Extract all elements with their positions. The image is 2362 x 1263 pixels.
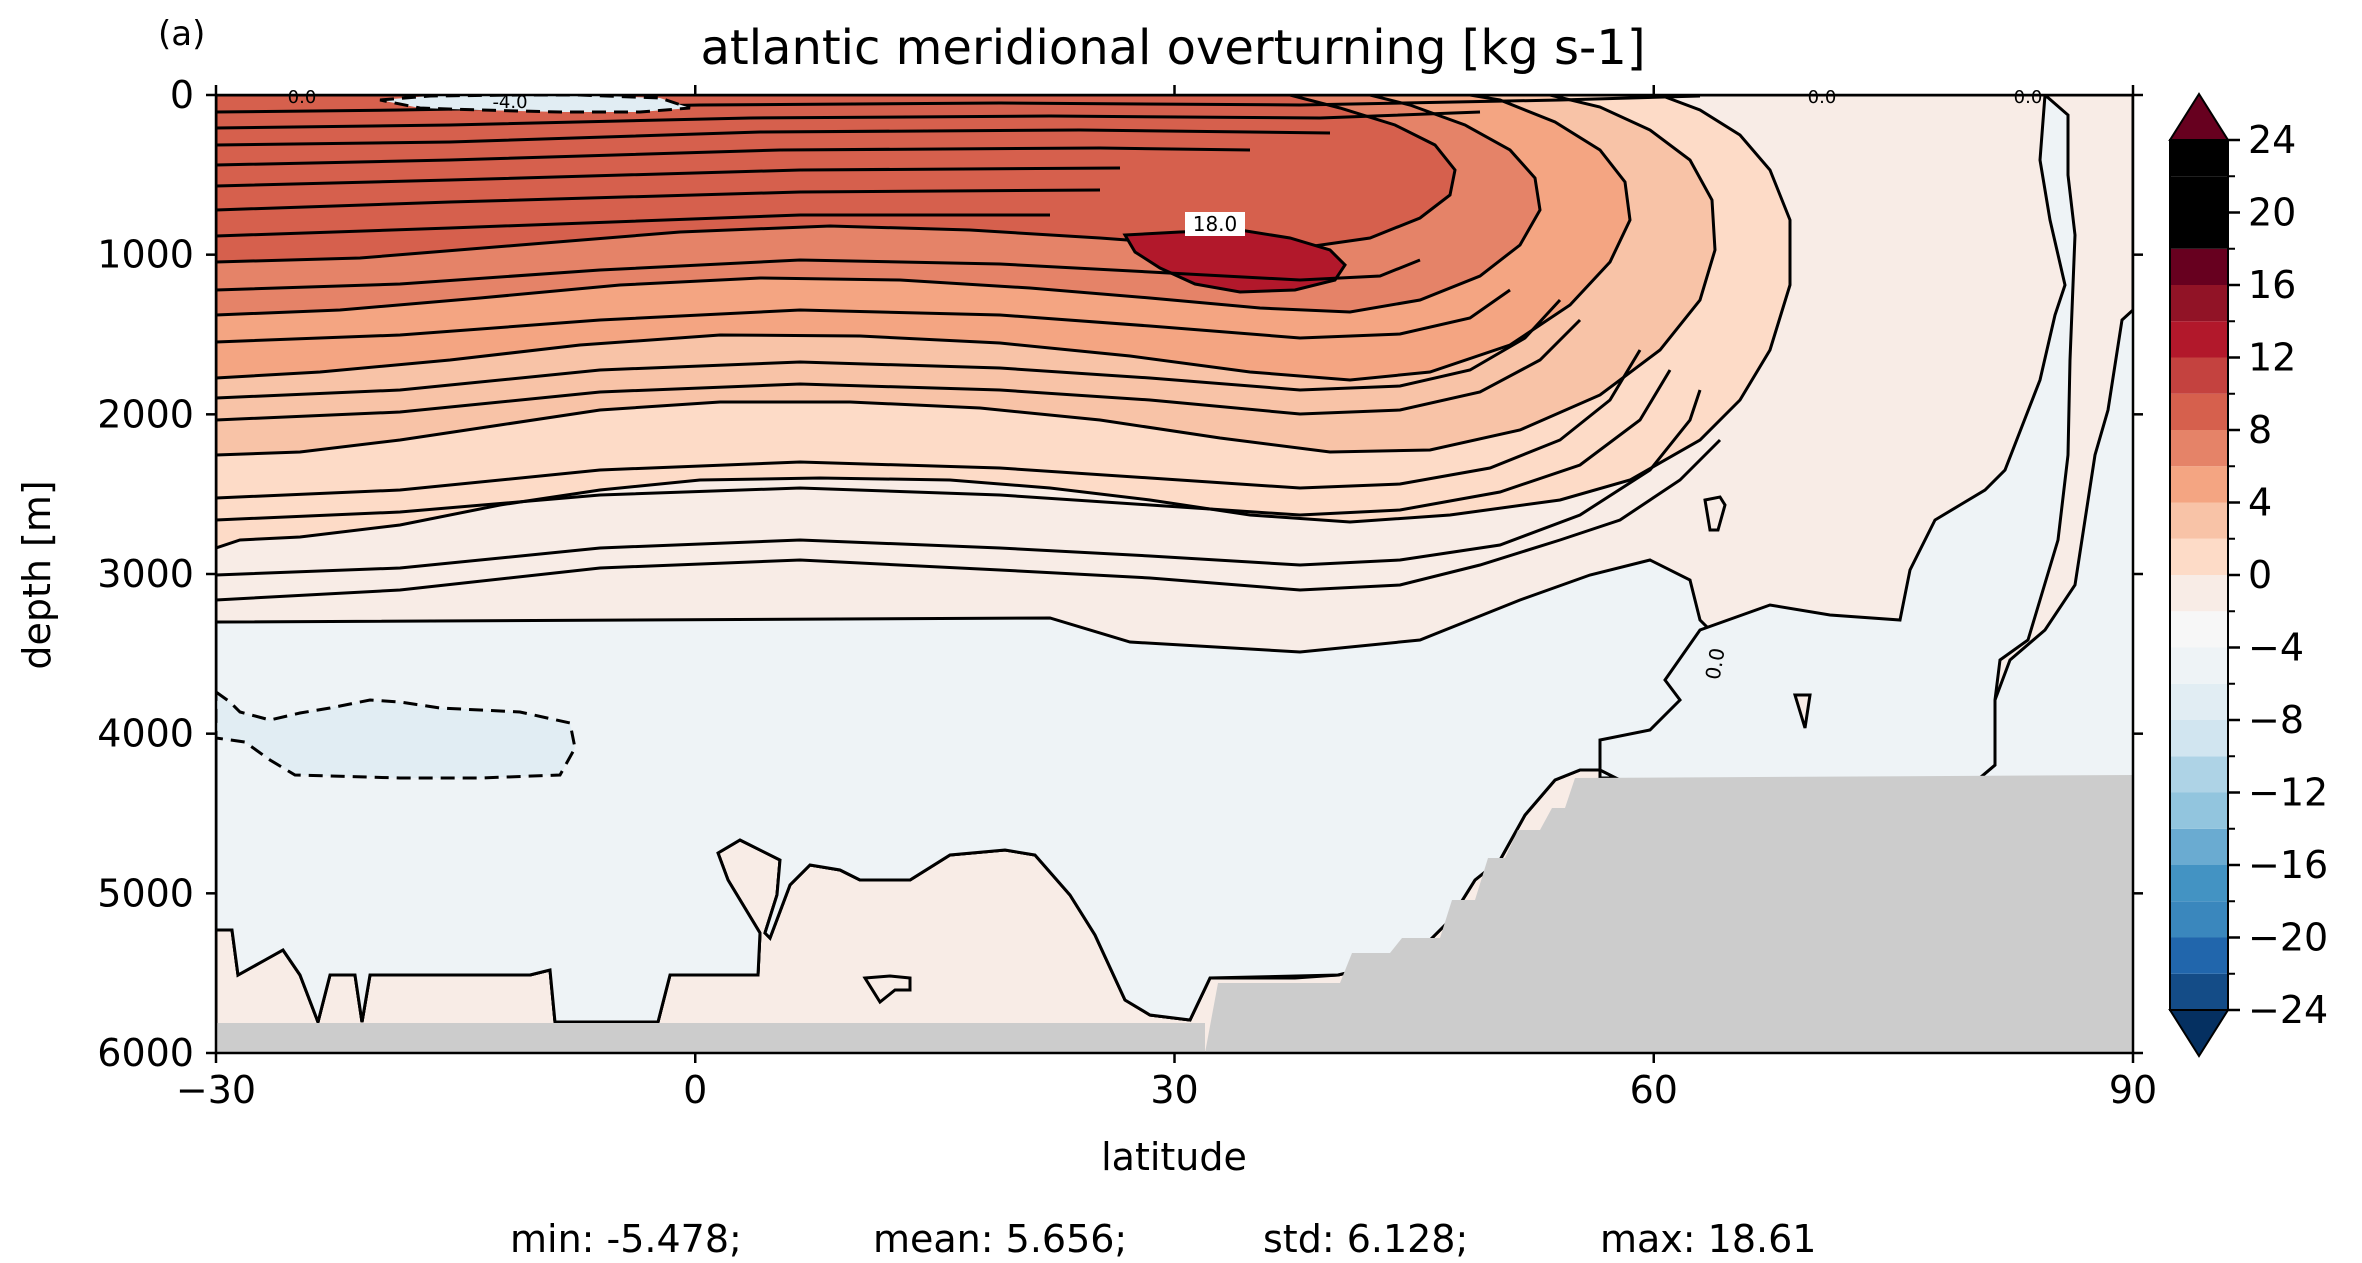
colorbar-band: [2170, 973, 2228, 1010]
x-tick-label: 0: [683, 1068, 707, 1112]
colorbar-band: [2170, 285, 2228, 322]
colorbar-band: [2170, 937, 2228, 974]
colorbar-tick-label: 0: [2248, 553, 2272, 597]
y-tick-label: 5000: [97, 871, 194, 915]
colorbar-tick-label: −24: [2248, 988, 2328, 1032]
x-tick-label: 60: [1630, 1068, 1678, 1112]
colorbar-tick-label: −8: [2248, 698, 2304, 742]
colorbar-tick-label: −16: [2248, 843, 2328, 887]
colorbar-band: [2170, 611, 2228, 648]
y-tick-label: 0: [170, 73, 194, 117]
colorbar-tick-label: 8: [2248, 408, 2272, 452]
colorbar-band: [2170, 901, 2228, 938]
stat-std: std: 6.128;: [1263, 1217, 1468, 1261]
colorbar-band: [2170, 140, 2228, 177]
contour-label-surface-right: 0.0: [2014, 87, 2043, 108]
chart-title: atlantic meridional overturning [kg s-1]: [700, 20, 1645, 76]
colorbar: −24 −20 −16 −12 −8 −4 0 4 8 12 16 20 24: [2168, 92, 2328, 1058]
y-axis: 0 1000 2000 3000 4000 5000 6000: [97, 73, 2143, 1075]
stats-line: min: -5.478; mean: 5.656; std: 6.128; ma…: [510, 1217, 1816, 1261]
y-axis-label: depth [m]: [15, 480, 59, 669]
colorbar-band: [2170, 502, 2228, 539]
colorbar-tick-label: −12: [2248, 771, 2328, 815]
colorbar-band: [2170, 430, 2228, 467]
y-tick-label: 2000: [97, 392, 194, 436]
colorbar-extend-max: [2168, 92, 2230, 141]
y-tick-label: 6000: [97, 1031, 194, 1075]
colorbar-tick-label: 12: [2248, 336, 2296, 380]
colorbar-band: [2170, 720, 2228, 757]
x-axis-label: latitude: [1101, 1135, 1247, 1179]
colorbar-band: [2170, 321, 2228, 358]
contour-label-negative: -4.0: [492, 92, 527, 113]
small-closed-contours: [862, 495, 1812, 1005]
x-tick-label: 30: [1150, 1068, 1198, 1112]
colorbar-band: [2170, 865, 2228, 902]
upper-stacked-contours: [216, 95, 1722, 602]
colorbar-band: [2170, 538, 2228, 575]
contour-labels: 18.0 0.0 -4.0 0.0 0.0 0.0: [288, 87, 2043, 682]
colorbar-band: [2170, 792, 2228, 829]
y-tick-label: 3000: [97, 552, 194, 596]
colorbar-band: [2170, 828, 2228, 865]
x-axis: −30 0 30 60 90: [176, 85, 2157, 1112]
stat-min: min: -5.478;: [510, 1217, 742, 1261]
x-tick-label: −30: [176, 1068, 256, 1112]
stat-max: max: 18.61: [1600, 1217, 1816, 1261]
contour-label-surface-left: 0.0: [288, 87, 317, 108]
colorbar-band: [2170, 683, 2228, 720]
plot-area: [216, 95, 2133, 1053]
colorbar-tick-label: 4: [2248, 481, 2272, 525]
colorbar-band: [2170, 212, 2228, 249]
gyre-contour-5: [216, 95, 1457, 264]
colorbar-tick-label: −20: [2248, 916, 2328, 960]
panel-label: (a): [158, 14, 205, 54]
colorbar-band: [2170, 393, 2228, 430]
colorbar-tick-label: 16: [2248, 263, 2296, 307]
colorbar-extend-min: [2168, 1009, 2230, 1058]
colorbar-tick-label: −4: [2248, 626, 2304, 670]
colorbar-band: [2170, 575, 2228, 612]
colorbar-band: [2170, 756, 2228, 793]
topography-mask: [216, 775, 2133, 1053]
x-tick-label: 90: [2109, 1068, 2157, 1112]
colorbar-band: [2170, 176, 2228, 213]
colorbar-band: [2170, 357, 2228, 394]
colorbar-band: [2170, 647, 2228, 684]
stat-mean: mean: 5.656;: [873, 1217, 1127, 1261]
y-tick-label: 1000: [97, 233, 194, 277]
colorbar-tick-label: 24: [2248, 118, 2296, 162]
colorbar-band: [2170, 248, 2228, 285]
contour-label-surface-mid: 0.0: [1808, 87, 1837, 108]
contour-label-deep: 0.0: [1701, 646, 1730, 681]
colorbar-tick-label: 20: [2248, 191, 2296, 235]
colorbar-band: [2170, 466, 2228, 503]
y-tick-label: 4000: [97, 712, 194, 756]
contour-label-peak: 18.0: [1193, 212, 1238, 236]
